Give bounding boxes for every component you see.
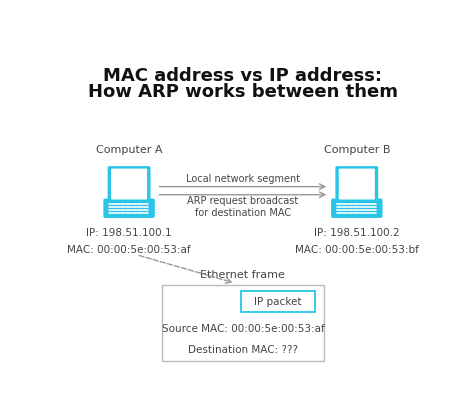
- FancyBboxPatch shape: [339, 169, 375, 199]
- FancyBboxPatch shape: [111, 169, 147, 199]
- Text: MAC: 00:00:5e:00:53:af: MAC: 00:00:5e:00:53:af: [67, 245, 191, 255]
- Text: Local network segment: Local network segment: [186, 174, 300, 184]
- FancyBboxPatch shape: [108, 166, 150, 202]
- FancyBboxPatch shape: [241, 291, 315, 312]
- Text: IP: 198.51.100.2: IP: 198.51.100.2: [314, 228, 400, 237]
- Text: Destination MAC: ???: Destination MAC: ???: [188, 345, 298, 355]
- Text: MAC: 00:00:5e:00:53:bf: MAC: 00:00:5e:00:53:bf: [295, 245, 419, 255]
- Text: ARP request broadcast
for destination MAC: ARP request broadcast for destination MA…: [187, 196, 299, 218]
- Text: MAC address vs IP address:: MAC address vs IP address:: [103, 67, 383, 85]
- FancyBboxPatch shape: [103, 199, 155, 218]
- FancyBboxPatch shape: [162, 285, 324, 361]
- Text: Ethernet frame: Ethernet frame: [201, 270, 285, 280]
- FancyBboxPatch shape: [336, 166, 378, 202]
- FancyBboxPatch shape: [331, 199, 383, 218]
- Text: IP: 198.51.100.1: IP: 198.51.100.1: [86, 228, 172, 237]
- Text: How ARP works between them: How ARP works between them: [88, 83, 398, 101]
- Text: Source MAC: 00:00:5e:00:53:af: Source MAC: 00:00:5e:00:53:af: [162, 324, 324, 334]
- Text: Computer B: Computer B: [324, 145, 390, 155]
- Text: IP packet: IP packet: [254, 297, 301, 306]
- Text: Computer A: Computer A: [96, 145, 162, 155]
